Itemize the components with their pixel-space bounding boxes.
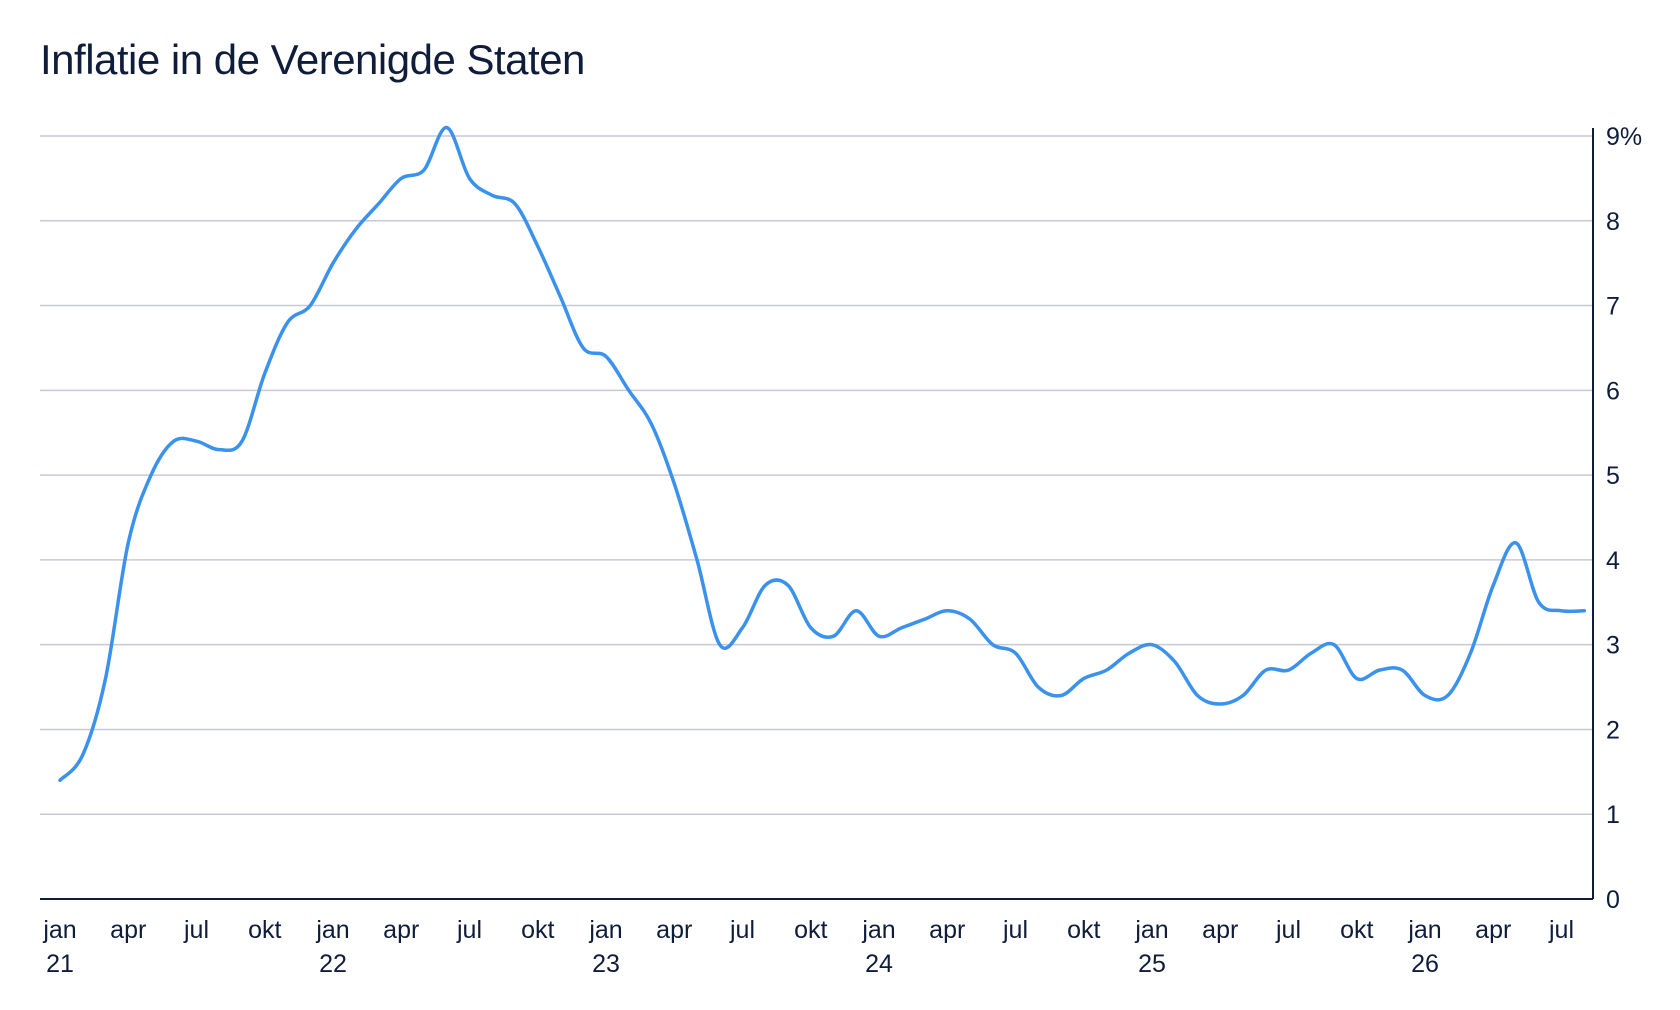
x-tick-label: jul xyxy=(1275,916,1301,944)
x-tick-label: jan xyxy=(1134,916,1168,944)
y-tick-label: 3 xyxy=(1606,632,1620,660)
y-tick-label: 9% xyxy=(1606,123,1642,151)
y-tick-label: 1 xyxy=(1606,801,1620,829)
x-tick-year-label: 22 xyxy=(319,950,347,978)
x-tick-label: apr xyxy=(383,916,419,944)
x-tick-year-label: 24 xyxy=(865,950,893,978)
x-tick-label: jan xyxy=(1407,916,1441,944)
x-tick-label: jan xyxy=(588,916,622,944)
y-tick-label: 2 xyxy=(1606,716,1620,744)
x-tick-label: apr xyxy=(1475,916,1511,944)
x-tick-label: okt xyxy=(248,916,281,944)
x-tick-label: okt xyxy=(521,916,554,944)
x-tick-label: apr xyxy=(656,916,692,944)
x-tick-label: jul xyxy=(729,916,755,944)
y-tick-label: 8 xyxy=(1606,208,1620,236)
chart-title: Inflatie in de Verenigde Staten xyxy=(40,36,585,83)
y-axis-tick-labels: 0 1 2 3 4 5 6 7 8 9% xyxy=(1606,123,1642,914)
y-tick-label: 5 xyxy=(1606,462,1620,490)
x-tick-label: okt xyxy=(1340,916,1373,944)
x-tick-label: apr xyxy=(1202,916,1238,944)
y-tick-label: 0 xyxy=(1606,886,1620,914)
x-tick-label: apr xyxy=(110,916,146,944)
y-tick-label: 6 xyxy=(1606,377,1620,405)
x-tick-year-label: 25 xyxy=(1138,950,1166,978)
y-tick-label: 7 xyxy=(1606,293,1620,321)
x-tick-year-label: 26 xyxy=(1411,950,1439,978)
x-tick-label: okt xyxy=(1067,916,1100,944)
x-tick-year-label: 21 xyxy=(46,950,74,978)
x-tick-label: jul xyxy=(1002,916,1028,944)
inflation-series-line xyxy=(58,125,1586,783)
x-tick-label: jan xyxy=(42,916,76,944)
x-tick-year-label: 23 xyxy=(592,950,620,978)
x-tick-label: jul xyxy=(183,916,209,944)
series-layer xyxy=(58,125,1586,783)
x-axis-tick-labels: jan 21 apr jul okt jan 22 apr jul okt jan 23 apr jul o… xyxy=(42,916,1574,978)
gridlines xyxy=(40,135,1593,815)
x-tick-label: okt xyxy=(794,916,827,944)
x-tick-label: jan xyxy=(315,916,349,944)
x-tick-label: jan xyxy=(861,916,895,944)
x-tick-label: apr xyxy=(929,916,965,944)
y-tick-label: 4 xyxy=(1606,547,1620,575)
x-tick-label: jul xyxy=(1548,916,1574,944)
x-tick-label: jul xyxy=(456,916,482,944)
axes xyxy=(40,128,1594,900)
